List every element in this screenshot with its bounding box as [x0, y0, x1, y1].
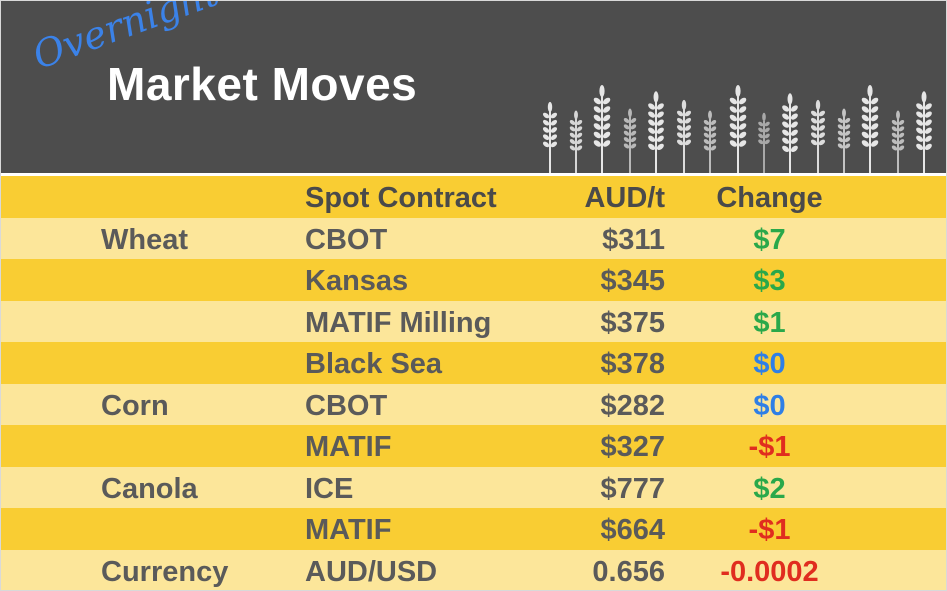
price-cell: $345 [600, 265, 665, 297]
wheat-stalk-icon [703, 110, 717, 173]
price-cell: $378 [600, 348, 665, 380]
wheat-stalk-icon [648, 91, 664, 173]
contract-cell: MATIF [305, 431, 392, 463]
price-cell: $327 [600, 431, 665, 463]
price-cell: $664 [600, 514, 665, 546]
page-title: Market Moves [107, 58, 418, 110]
commodity-cell: Wheat [101, 223, 188, 256]
change-cell: -0.0002 [720, 555, 819, 588]
price-cell: $375 [600, 306, 665, 339]
wheat-stalk-icon [758, 112, 770, 173]
commodity-cell: Corn [101, 389, 169, 422]
price-cell: 0.656 [592, 555, 665, 588]
wheat-stalks-icon [542, 85, 932, 173]
change-cell: -$1 [748, 514, 791, 546]
table-row: Kansas $345 $3 [1, 259, 946, 301]
wheat-stalk-icon [916, 91, 932, 173]
table-row: Wheat CBOT $311 $7 [1, 217, 946, 259]
wheat-stalk-icon [542, 101, 558, 173]
contract-cell: Kansas [305, 265, 409, 297]
price-cell: $282 [600, 389, 665, 422]
wheat-stalk-icon [861, 85, 879, 173]
contract-cell: Black Sea [305, 348, 443, 380]
contract-cell: AUD/USD [305, 555, 438, 588]
column-header-contract: Spot Contract [305, 182, 497, 214]
change-cell: -$1 [748, 431, 791, 463]
contract-cell: MATIF [305, 514, 392, 546]
wheat-stalk-icon [810, 99, 826, 173]
table-row: MATIF $664 -$1 [1, 508, 946, 550]
column-header-change: Change [716, 182, 823, 214]
wheat-stalk-icon [729, 85, 747, 173]
table-row: MATIF Milling $375 $1 [1, 300, 946, 342]
wheat-stalk-icon [837, 108, 851, 173]
wheat-stalk-icon [569, 110, 583, 173]
change-cell: $3 [753, 265, 786, 297]
commodity-cell: Canola [101, 472, 198, 505]
change-cell: $0 [753, 389, 786, 422]
table-row: Canola ICE $777 $2 [1, 466, 946, 508]
price-cell: $311 [602, 223, 665, 256]
contract-cell: MATIF Milling [305, 306, 492, 339]
header-banner: Market Moves Overnight [1, 1, 946, 173]
contract-cell: ICE [305, 472, 354, 505]
market-table: Spot Contract AUD/t Change Wheat CBOT $311… [1, 176, 946, 590]
wheat-stalk-icon [623, 108, 637, 173]
wheat-stalk-icon [676, 99, 692, 173]
change-cell: $7 [753, 223, 786, 256]
wheat-stalk-icon [782, 93, 798, 173]
contract-cell: CBOT [305, 389, 388, 422]
contract-cell: CBOT [305, 223, 388, 256]
column-header-price: AUD/t [584, 182, 665, 214]
wheat-stalk-icon [891, 110, 905, 173]
change-cell: $2 [753, 472, 786, 505]
table-row: Currency AUD/USD 0.656 -0.0002 [1, 549, 946, 590]
table-row: Black Sea $378 $0 [1, 342, 946, 384]
commodity-cell: Currency [101, 555, 229, 588]
wheat-stalk-icon [593, 85, 611, 173]
table-header-row: Spot Contract AUD/t Change [1, 176, 946, 218]
price-cell: $777 [600, 472, 665, 505]
change-cell: $0 [753, 348, 786, 380]
table-row: Corn CBOT $282 $0 [1, 383, 946, 425]
table-row: MATIF $327 -$1 [1, 425, 946, 467]
change-cell: $1 [753, 306, 786, 339]
